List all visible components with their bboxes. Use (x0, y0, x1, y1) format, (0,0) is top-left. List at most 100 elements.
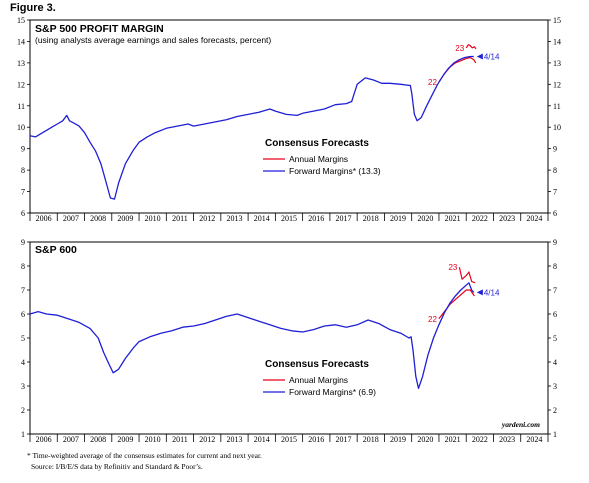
chart2-ytick-label-right: 9 (553, 238, 557, 247)
chart2-annual-year-label: 23 (448, 263, 457, 272)
chart2-xtick-label: 2020 (417, 435, 433, 444)
chart1-ytick-label-left: 8 (21, 166, 25, 175)
chart1-title: S&P 500 PROFIT MARGIN (35, 23, 164, 35)
chart2-xtick-label: 2007 (63, 435, 79, 444)
chart1-ytick-label-left: 7 (21, 188, 25, 197)
chart2-ytick-label-right: 8 (553, 262, 557, 271)
chart2-ytick-label-left: 9 (21, 238, 25, 247)
chart1-legend-annual: Annual Margins (289, 154, 348, 164)
chart1-ytick-label-right: 10 (553, 123, 561, 132)
source-note: Source: I/B/E/S data by Refinitiv and St… (31, 462, 203, 471)
figure-label: Figure 3. (10, 2, 56, 14)
chart1-annual-year-label: 23 (455, 44, 464, 53)
chart1-ytick-label-left: 12 (17, 80, 25, 89)
chart1-ytick-label-left: 15 (17, 16, 25, 25)
chart1-series-forward-line (29, 55, 474, 200)
chart1-ytick-label-right: 8 (553, 166, 557, 175)
chart2-ytick-label-left: 4 (21, 358, 25, 367)
chart1-xtick-label: 2020 (417, 214, 433, 223)
chart2-annual-year-label: 22 (428, 315, 437, 324)
chart1-ytick-label-right: 7 (553, 188, 557, 197)
chart2-end-arrow (476, 289, 483, 296)
chart1-xtick-label: 2009 (117, 214, 133, 223)
chart2-xtick-label: 2023 (499, 435, 515, 444)
chart2-series-annual-23 (458, 267, 476, 284)
chart1-legend-title: Consensus Forecasts (265, 138, 369, 149)
chart2-legend-annual: Annual Margins (289, 375, 348, 385)
chart1-xtick-label: 2017 (336, 214, 352, 223)
chart2-xtick-label: 2012 (199, 435, 215, 444)
chart1-series-annual-23 (465, 44, 477, 50)
chart1-xtick-label: 2013 (226, 214, 242, 223)
chart1-xtick-label: 2012 (199, 214, 215, 223)
chart1-ytick-label-right: 11 (553, 102, 561, 111)
chart2-xtick-label: 2011 (172, 435, 188, 444)
chart1-ytick-label-left: 11 (17, 102, 25, 111)
chart2-legend-title: Consensus Forecasts (265, 359, 369, 370)
chart1-xtick-label: 2019 (390, 214, 406, 223)
chart2-end-label: 4/14 (484, 288, 500, 297)
chart1-xtick-label: 2018 (363, 214, 379, 223)
chart2-xtick-label: 2018 (363, 435, 379, 444)
chart2-ytick-label-right: 7 (553, 286, 557, 295)
chart1-ytick-label-left: 13 (17, 59, 25, 68)
chart1-ytick-label-right: 12 (553, 80, 561, 89)
chart1-xtick-label: 2022 (472, 214, 488, 223)
chart1-ytick-label-left: 9 (21, 145, 25, 154)
chart1-ytick-label-left: 14 (17, 37, 25, 46)
chart2-ytick-label-right: 5 (553, 334, 557, 343)
chart2-xtick-label: 2013 (226, 435, 242, 444)
chart2-legend-forward: Forward Margins* (6.9) (289, 387, 376, 397)
chart2-xtick-label: 2016 (308, 435, 324, 444)
chart1-annual-year-label: 22 (428, 78, 437, 87)
chart1-end-label: 4/14 (484, 52, 500, 61)
chart2-ytick-label-left: 2 (21, 406, 25, 415)
chart2-ytick-label-left: 1 (21, 430, 25, 439)
chart2-ytick-label-right: 2 (553, 406, 557, 415)
chart2-ytick-label-left: 5 (21, 334, 25, 343)
chart1-xtick-label: 2006 (36, 214, 52, 223)
chart2-ytick-label-left: 6 (21, 310, 25, 319)
chart2-frame (29, 241, 549, 435)
chart1-ytick-label-left: 6 (21, 209, 25, 218)
chart1-xtick-label: 2008 (90, 214, 106, 223)
chart1-ytick-label-right: 13 (553, 59, 561, 68)
footnote: * Time-weighted average of the consensus… (27, 451, 262, 460)
yardeni-credit: yardeni.com (501, 420, 540, 429)
chart1-xtick-label: 2016 (308, 214, 324, 223)
chart1-xtick-label: 2014 (254, 214, 270, 223)
chart1-ytick-label-right: 14 (553, 37, 561, 46)
chart2-xtick-label: 2010 (145, 435, 161, 444)
chart2-ytick-label-left: 8 (21, 262, 25, 271)
chart2-xtick-label: 2009 (117, 435, 133, 444)
chart2-xtick-label: 2021 (445, 435, 461, 444)
chart2-ytick-label-right: 1 (553, 430, 557, 439)
chart1-xtick-label: 2021 (445, 214, 461, 223)
chart2-ytick-label-right: 6 (553, 310, 557, 319)
chart2-xtick-label: 2014 (254, 435, 270, 444)
chart2-xtick-label: 2008 (90, 435, 106, 444)
chart2-ytick-label-left: 7 (21, 286, 25, 295)
chart2-series-forward-line (29, 282, 475, 390)
chart1-xtick-label: 2007 (63, 214, 79, 223)
chart1-xtick-label: 2024 (526, 214, 542, 223)
chart1-legend-forward: Forward Margins* (13.3) (289, 166, 381, 176)
chart2-xtick-label: 2024 (526, 435, 542, 444)
chart1-xtick-label: 2010 (145, 214, 161, 223)
chart1-xtick-label: 2015 (281, 214, 297, 223)
chart2-xtick-label: 2017 (336, 435, 352, 444)
chart1-ytick-label-left: 10 (17, 123, 25, 132)
chart1-xtick-label: 2011 (172, 214, 188, 223)
chart1-frame (29, 19, 549, 214)
chart2-xtick-label: 2019 (390, 435, 406, 444)
chart2-title: S&P 600 (35, 244, 77, 256)
chart1-end-arrow (476, 53, 483, 60)
chart1-subtitle: (using analysts average earnings and sal… (35, 35, 271, 45)
chart2-xtick-label: 2022 (472, 435, 488, 444)
chart1-xtick-label: 2023 (499, 214, 515, 223)
chart1-ytick-label-right: 15 (553, 16, 561, 25)
chart1-ytick-label-right: 9 (553, 145, 557, 154)
chart2-ytick-label-right: 3 (553, 382, 557, 391)
chart2-ytick-label-left: 3 (21, 382, 25, 391)
